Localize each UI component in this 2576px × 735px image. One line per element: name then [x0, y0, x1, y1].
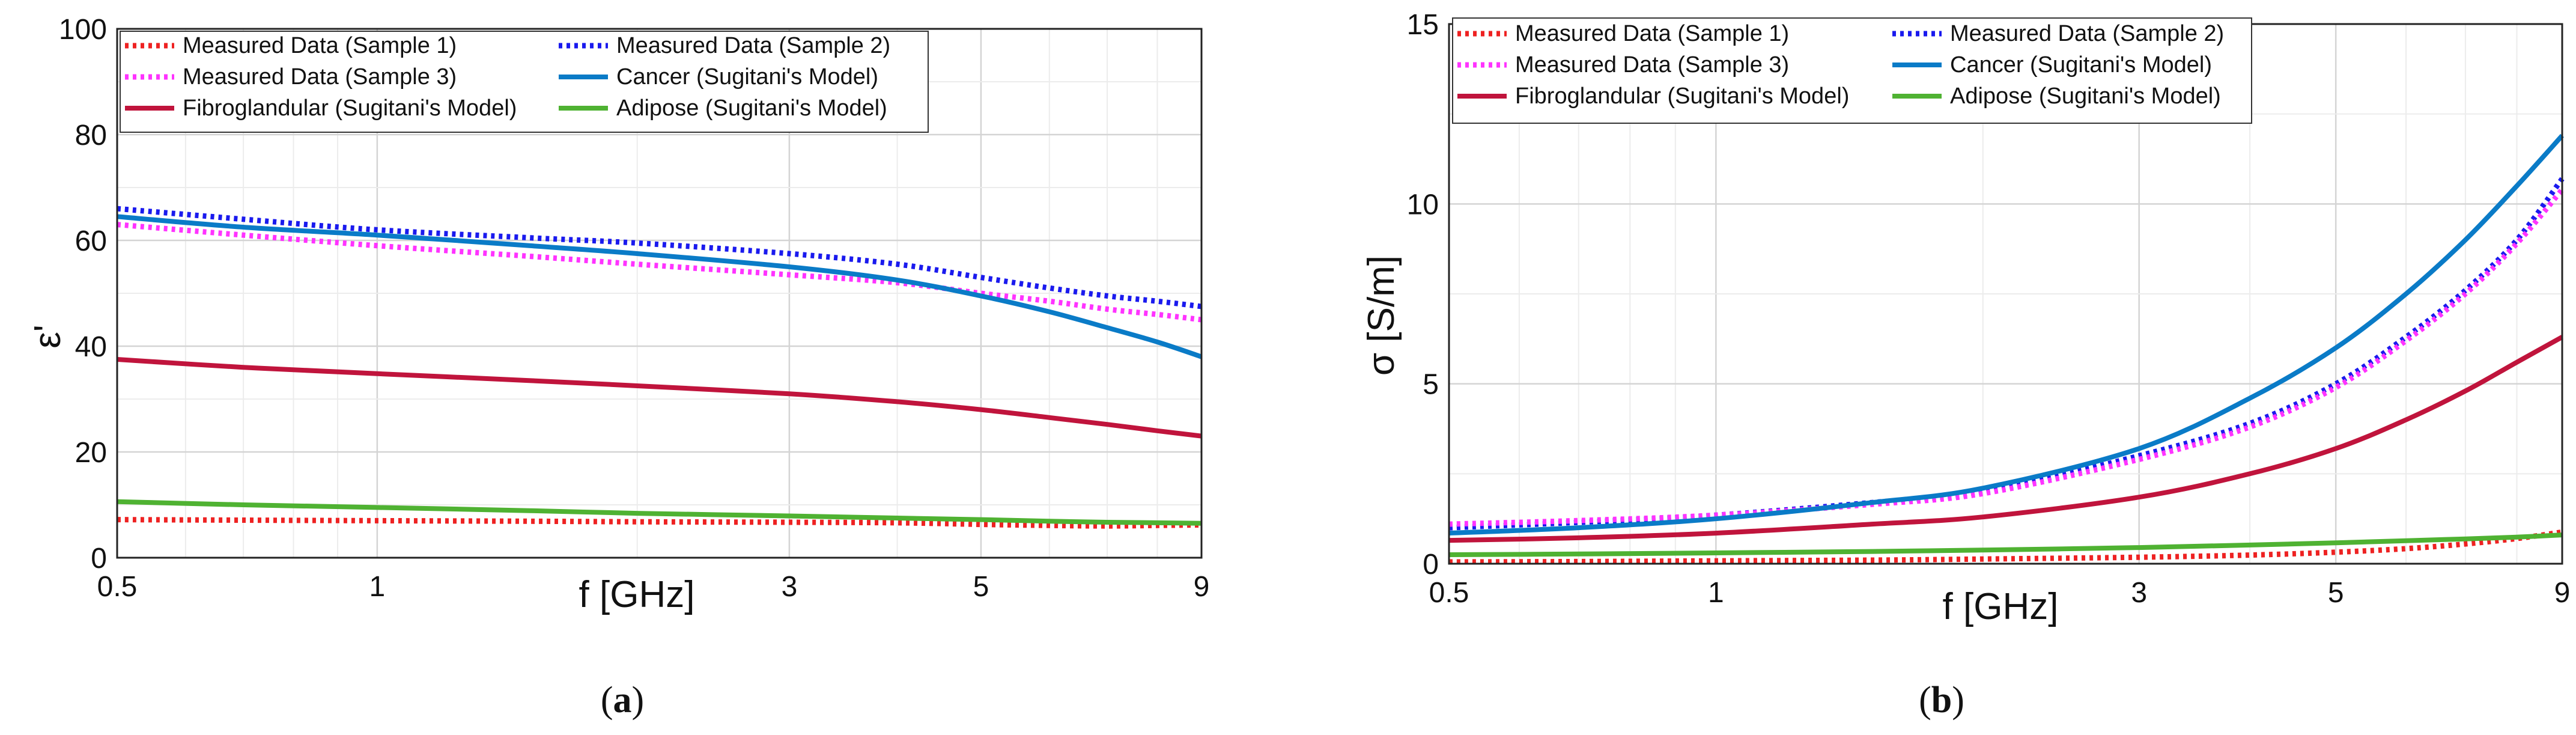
series-line-6	[1448, 532, 2563, 557]
legend-box	[1452, 17, 2252, 124]
panel-b-chart: 0.5 1 3 5 9 0 5 10 15 f [GHz] σ [S/m] Measured D…	[1361, 9, 2570, 721]
legend-entry-label: Cancer (Sugitani's Model)	[616, 64, 878, 90]
panel-a-chart: 0.5 1 3 5 9 0 20 40 60 80 100 f [GHz] ε' Measured …	[27, 14, 1209, 721]
y-tick-label: 0	[1423, 549, 1439, 581]
y-tick-label: 5	[1423, 369, 1439, 401]
legend-entry-label: Measured Data (Sample 1)	[183, 33, 457, 58]
panel-b-y-axis-label: σ [S/m]	[1361, 255, 1402, 376]
panel-a-label: (a)	[601, 680, 644, 721]
x-tick-label: 1	[1708, 577, 1724, 609]
panel-a-legend: Measured Data (Sample 1) Measured Data (S…	[120, 31, 929, 133]
legend-entry-label: Fibroglandular (Sugitani's Model)	[1515, 84, 1849, 109]
panel-b-ticks: 0.5 1 3 5 9 0 5 10 15	[1407, 9, 2571, 609]
panel-a-x-axis-label: f [GHz]	[579, 574, 695, 615]
x-tick-label: 3	[2131, 577, 2147, 609]
series-line-4	[1448, 133, 2564, 536]
panel-a-y-axis-label: ε'	[27, 325, 68, 348]
y-tick-label: 10	[1407, 189, 1439, 221]
panel-b-x-axis-label: f [GHz]	[1943, 586, 2059, 627]
series-line-6	[117, 499, 1202, 526]
y-tick-label: 0	[91, 543, 107, 575]
panel-a-frame	[116, 28, 1203, 559]
legend-entry-label: Measured Data (Sample 3)	[183, 64, 457, 90]
x-tick-label: 1	[369, 571, 386, 603]
legend-entry-label: Measured Data (Sample 3)	[1515, 52, 1789, 78]
x-tick-label: 5	[973, 571, 989, 603]
y-tick-label: 15	[1407, 9, 1439, 41]
series-line-1	[1448, 529, 2563, 565]
series-line-5	[1448, 335, 2563, 543]
x-tick-label: 9	[1194, 571, 1210, 603]
y-tick-label: 80	[75, 120, 107, 151]
y-tick-label: 60	[75, 225, 107, 257]
panel-b-label: (b)	[1919, 680, 1964, 721]
legend-entry-label: Cancer (Sugitani's Model)	[1950, 52, 2212, 78]
series-line-4	[117, 214, 1203, 359]
panel-a-series	[117, 206, 1203, 529]
legend-entry-label: Measured Data (Sample 2)	[616, 33, 890, 58]
x-tick-label: 3	[782, 571, 798, 603]
x-tick-label: 0.5	[1429, 577, 1469, 609]
legend-entry-label: Adipose (Sugitani's Model)	[616, 96, 887, 121]
y-tick-label: 20	[75, 437, 107, 469]
series-line-1	[117, 517, 1202, 529]
y-tick-label: 40	[75, 331, 107, 363]
panel-a-letter: a	[613, 680, 632, 721]
x-tick-label: 9	[2554, 577, 2571, 609]
panel-b-letter: b	[1931, 680, 1952, 721]
x-tick-label: 0.5	[97, 571, 138, 603]
series-line-5	[117, 357, 1202, 439]
legend-box	[120, 31, 929, 133]
x-tick-label: 5	[2328, 577, 2344, 609]
legend-entry-label: Measured Data (Sample 2)	[1950, 21, 2224, 46]
panel-b-legend: Measured Data (Sample 1) Measured Data (S…	[1452, 17, 2252, 124]
panel-b-series	[1448, 133, 2565, 565]
legend-entry-label: Measured Data (Sample 1)	[1515, 21, 1789, 46]
panel-a-ticks: 0.5 1 3 5 9 0 20 40 60 80 100	[59, 14, 1209, 603]
y-tick-label: 100	[59, 14, 107, 46]
legend-entry-label: Adipose (Sugitani's Model)	[1950, 84, 2221, 109]
legend-entry-label: Fibroglandular (Sugitani's Model)	[183, 96, 517, 121]
